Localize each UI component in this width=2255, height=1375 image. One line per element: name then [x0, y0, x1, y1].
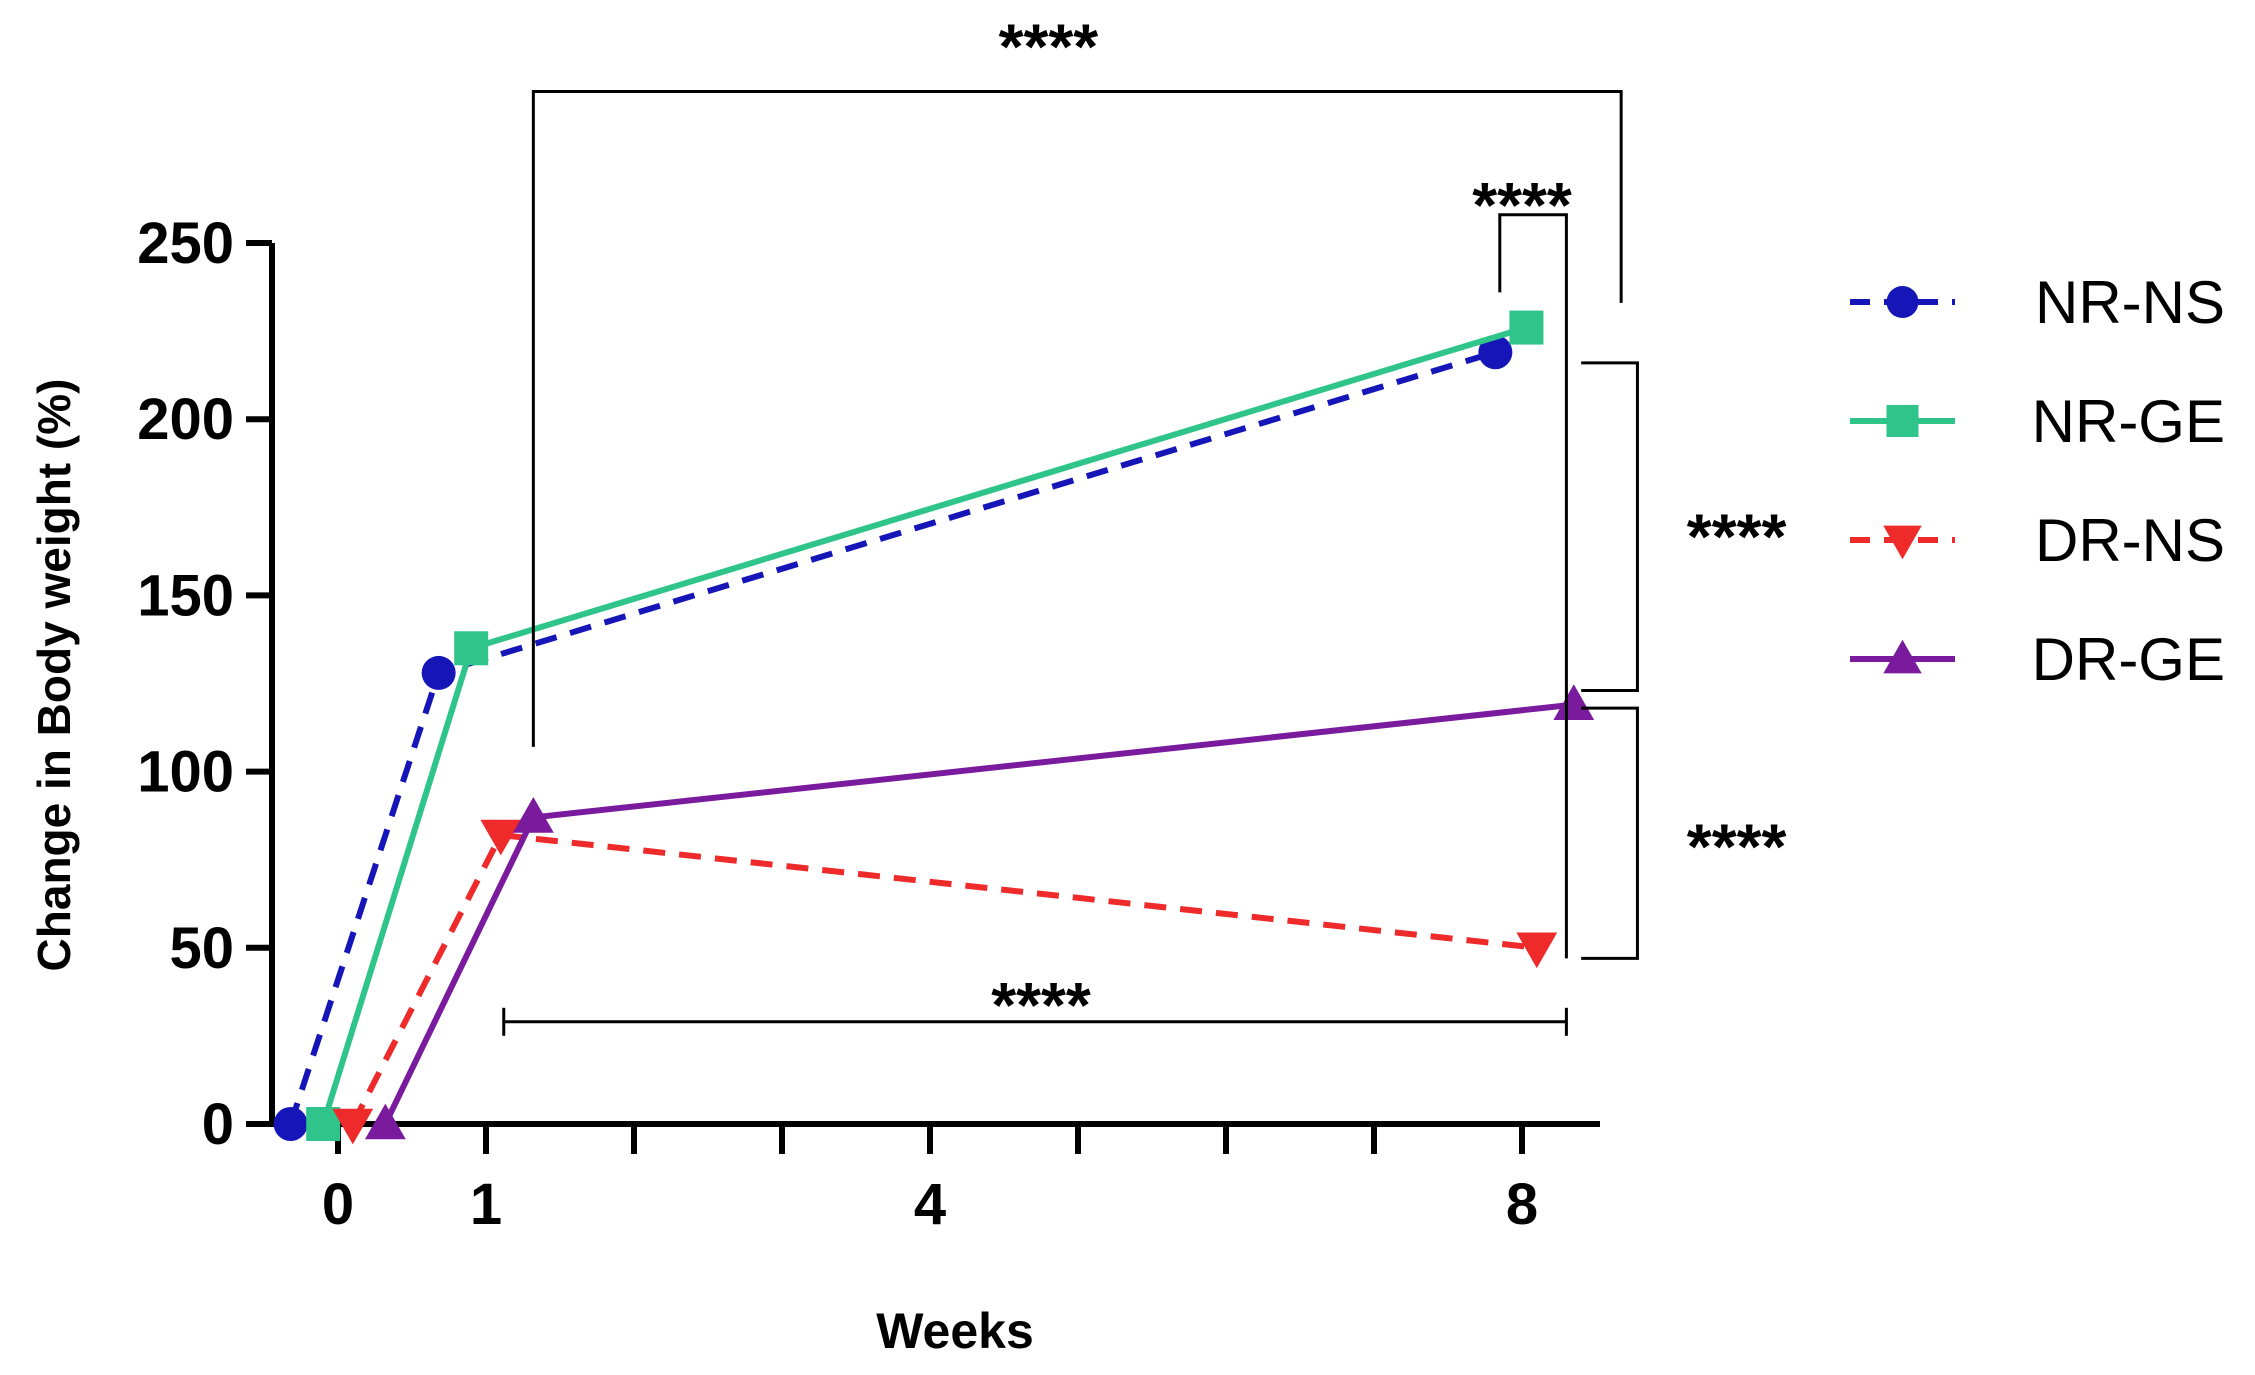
y-tick-label: 100	[137, 740, 234, 805]
significance-label: ****	[1472, 169, 1572, 241]
x-tick-label: 4	[914, 1172, 946, 1237]
series-layer	[273, 310, 1595, 1145]
legend-marker-nr-ns	[1886, 286, 1919, 318]
legend-marker-nr-ge	[1886, 405, 1919, 437]
legend-label-nr-ge: NR-GE	[2032, 388, 2225, 455]
data-point-dr-ns	[332, 1108, 374, 1145]
significance-bracket: ****	[531, 11, 1623, 747]
data-point-dr-ge	[1553, 684, 1595, 720]
legend-item-dr-ns: DR-NS	[1850, 507, 2225, 574]
annotation-layer: **** **** **** **** ****	[502, 11, 1787, 1041]
series-nr-ns	[273, 335, 1513, 1141]
significance-label: ****	[991, 969, 1091, 1041]
data-point-dr-ns	[1516, 932, 1558, 969]
x-tick-label: 1	[470, 1172, 502, 1237]
x-tick-label: 0	[322, 1172, 354, 1237]
y-tick-label: 150	[137, 563, 234, 628]
data-point-dr-ge	[364, 1103, 406, 1140]
significance-bracket: ****	[1472, 169, 1572, 959]
data-point-nr-ge	[306, 1107, 341, 1141]
legend: NR-NS NR-GE DR-NS DR-GE	[1850, 269, 2225, 693]
data-point-nr-ns	[1478, 335, 1513, 370]
x-axis-label: Weeks	[876, 1303, 1034, 1359]
data-point-nr-ns	[273, 1107, 308, 1141]
data-point-dr-ns	[480, 819, 522, 856]
significance-bracket: ****	[1581, 706, 1787, 960]
data-point-dr-ge	[512, 797, 554, 833]
bracket-line	[1498, 213, 1568, 959]
y-tick-label: 250	[137, 211, 234, 276]
significance-label: ****	[1687, 811, 1787, 883]
series-dr-ge	[364, 684, 1595, 1140]
data-point-nr-ge	[454, 631, 489, 666]
legend-label-dr-ns: DR-NS	[2035, 507, 2225, 574]
data-point-nr-ge	[1509, 310, 1544, 345]
series-nr-ge	[306, 310, 1544, 1141]
y-tick-label: 200	[137, 387, 234, 452]
series-line-dr-ge	[382, 701, 1575, 1126]
legend-item-nr-ge: NR-GE	[1850, 388, 2225, 455]
series-line-nr-ns	[287, 349, 1497, 1125]
y-tick-label: 0	[202, 1092, 234, 1157]
legend-label-nr-ns: NR-NS	[2035, 269, 2225, 336]
significance-label: ****	[1687, 500, 1787, 572]
bracket-line	[1581, 706, 1639, 960]
series-line-dr-ns	[350, 831, 1538, 1126]
y-axis-label: Change in Body weight (%)	[28, 379, 80, 972]
significance-bracket: ****	[1581, 361, 1787, 693]
bracket-line	[1581, 361, 1639, 693]
significance-bracket: ****	[502, 969, 1568, 1041]
axes: 0 50 100 150 200 250 0 1 4 8	[137, 211, 1600, 1237]
legend-marker-dr-ge	[1883, 639, 1922, 674]
legend-marker-dr-ns	[1883, 525, 1922, 560]
data-point-nr-ns	[421, 655, 456, 690]
bracket-line	[531, 89, 1623, 747]
y-tick-label: 50	[169, 916, 234, 981]
x-tick-label: 8	[1506, 1172, 1538, 1237]
series-line-nr-ge	[320, 324, 1528, 1125]
legend-item-nr-ns: NR-NS	[1850, 269, 2225, 336]
legend-label-dr-ge: DR-GE	[2032, 626, 2225, 693]
legend-item-dr-ge: DR-GE	[1850, 626, 2225, 693]
significance-label: ****	[999, 11, 1099, 83]
series-dr-ns	[332, 819, 1558, 1145]
